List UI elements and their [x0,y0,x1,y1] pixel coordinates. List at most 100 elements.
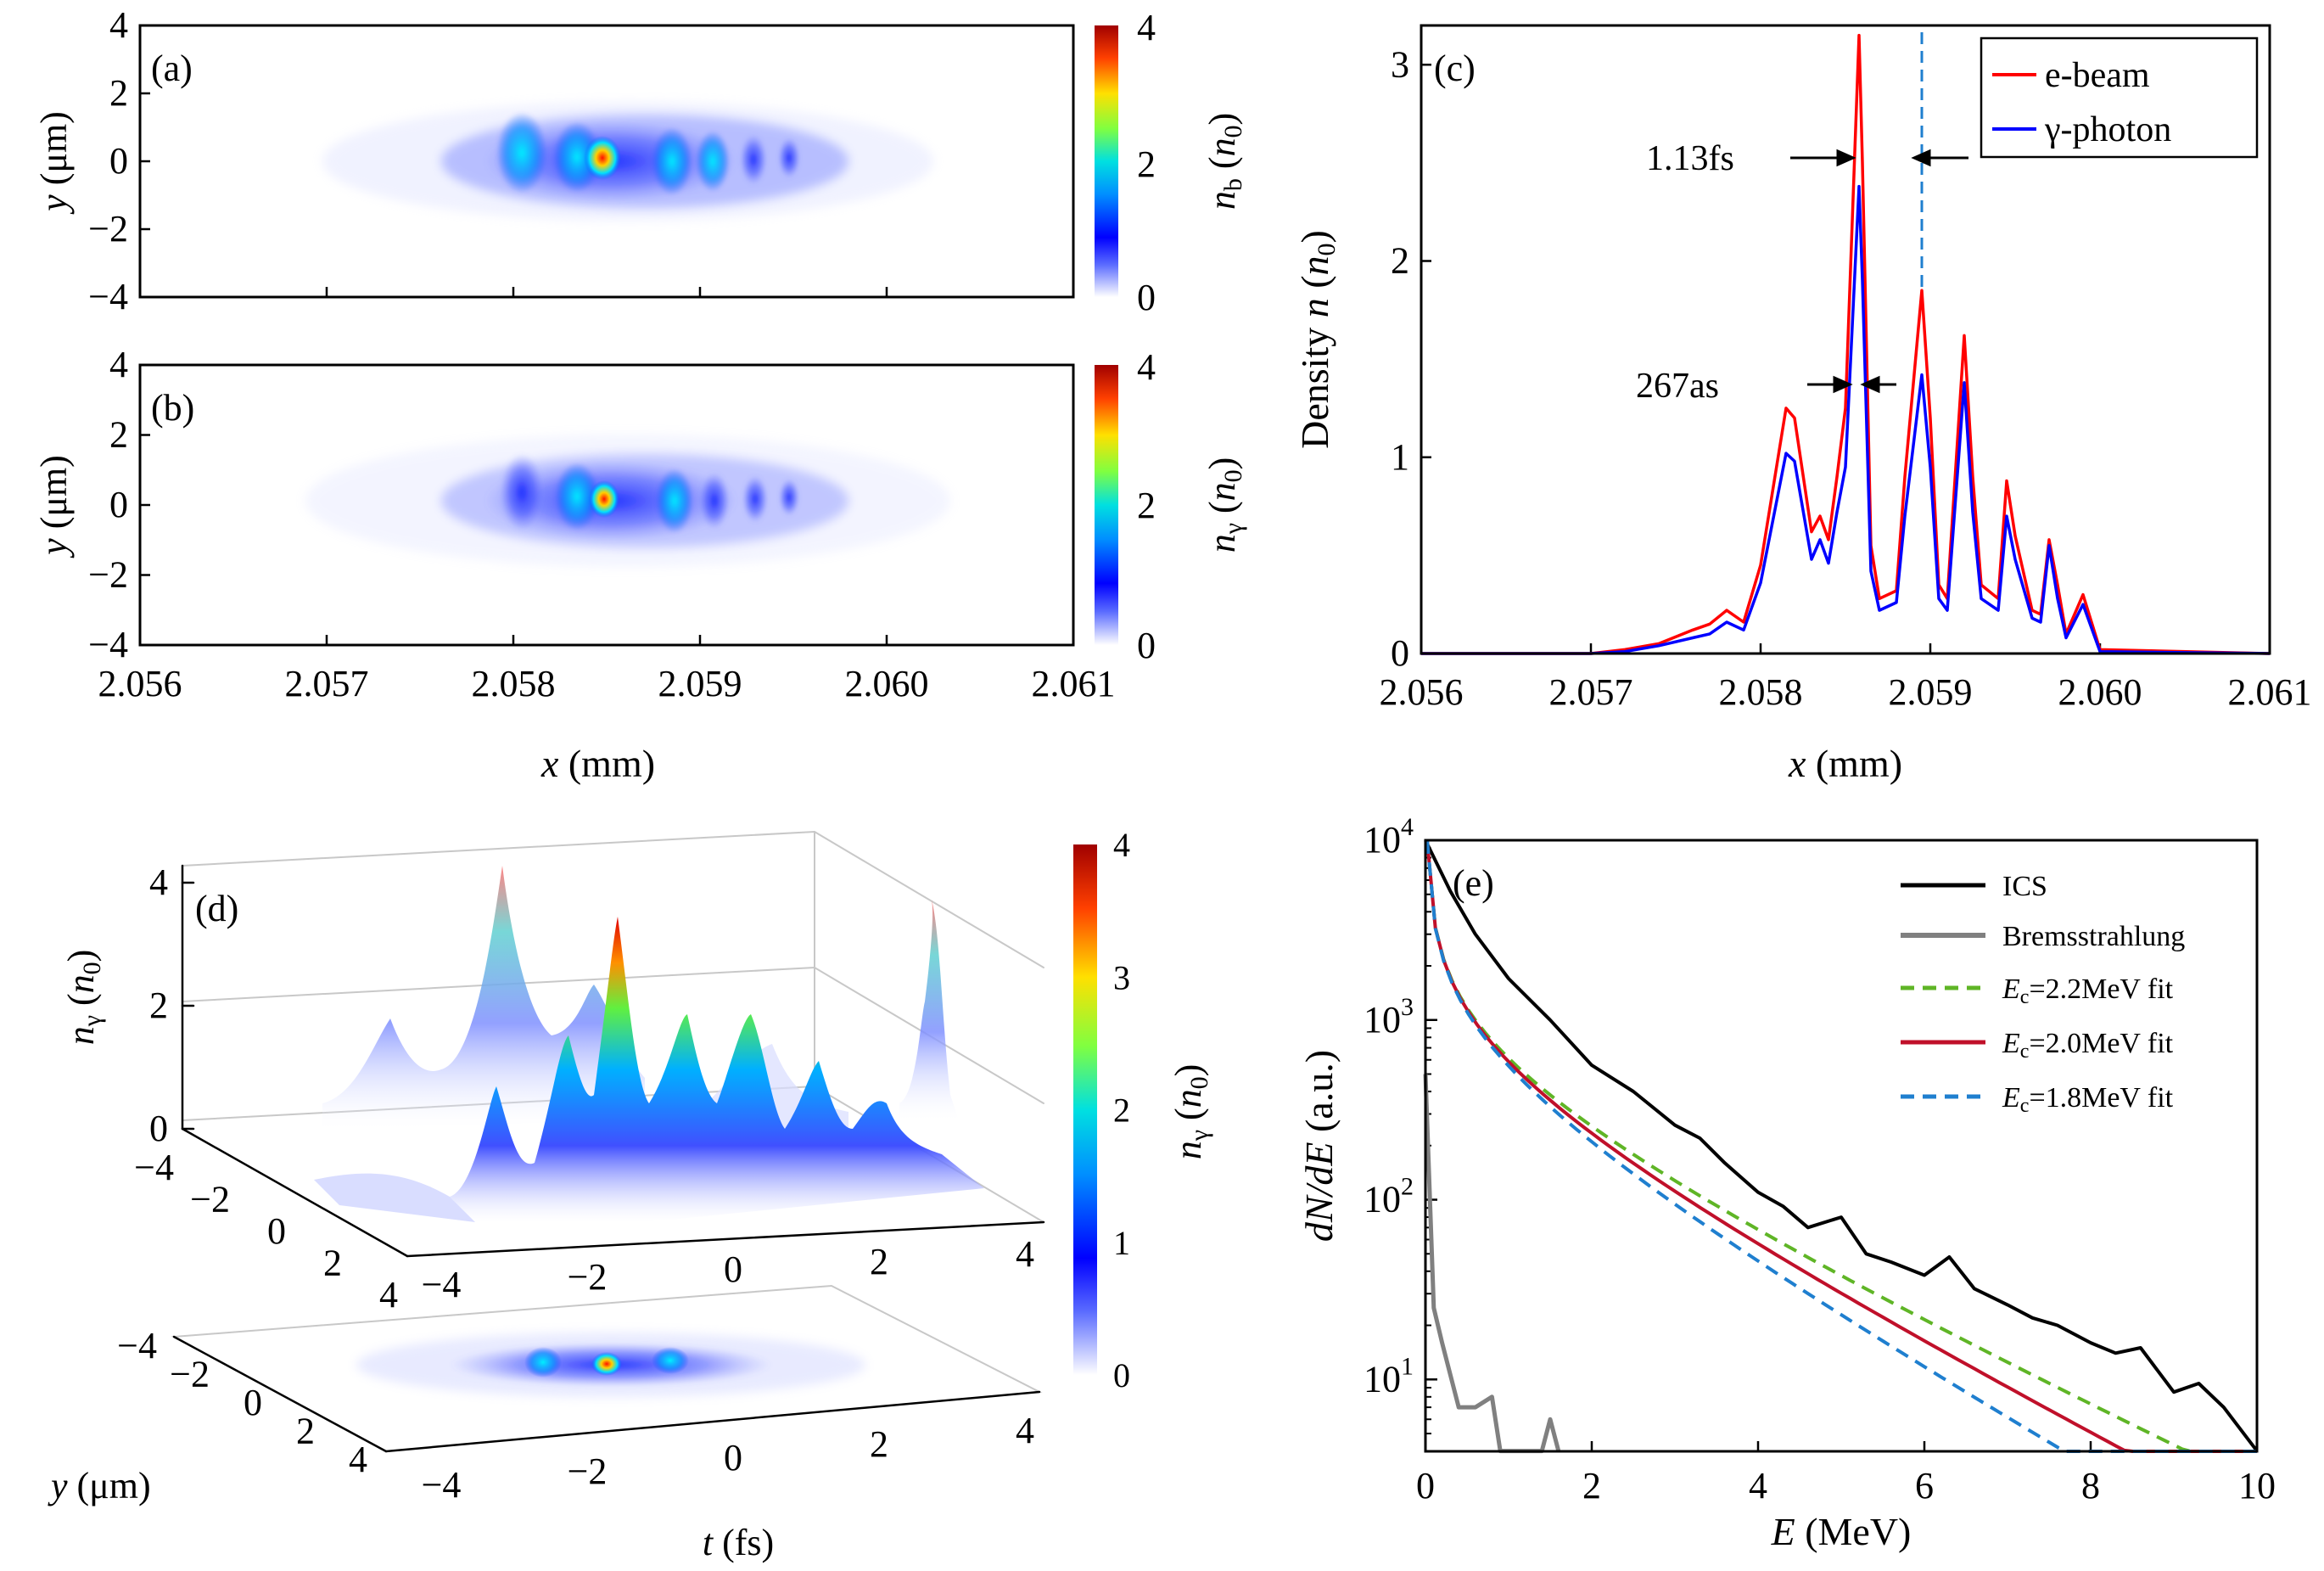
panel-c-frame [1420,24,2271,655]
panel-d-tlabel: t (fs) [703,1522,774,1563]
panel-b-colorbar [1095,365,1118,645]
panel-b-cbar-tick-0: 0 [1137,625,1156,666]
panel-d-zlabel: nγ (n0) [60,950,106,1046]
panel-d-ytick-upper: −4 [134,1147,174,1188]
panel-c-ytick-label: 0 [1391,632,1409,674]
panel-c-xtick-label: 2.059 [1889,671,1973,713]
panel-e-frame [1424,839,2259,1453]
panel-a-ylabel: y (μm) [33,111,75,215]
panel-a-ytick-label: 0 [109,140,128,182]
panel-e-legend: ICS Bremsstrahlung Ec=2.2MeV fit Ec=2.0M… [1901,871,2185,1117]
panel-e-ytick-label: 104 [1364,813,1414,861]
panel-d-cbar-label: nγ (n0) [1168,1064,1213,1160]
panel-d-ttick-upper: −2 [568,1256,608,1298]
panel-c-plot: 2.056 2.057 2.058 2.059 2.060 2.061 0 1 2 3 [1380,32,2312,713]
panel-b-xtick-label: 2.060 [845,663,929,704]
panel-c-legend: e-beam γ-photon [1980,36,2259,159]
panel-d-cbar-tick: 3 [1113,958,1130,996]
panel-a: 4 2 0 −2 −4 (a) y (μm) 4 2 0 nb (n0) [33,4,1247,318]
panel-d-ztick-label: 0 [149,1108,168,1149]
panel-a-axis: 4 2 0 −2 −4 [88,4,1075,317]
legend-fit18: Ec=1.8MeV fit [2002,1082,2174,1117]
legend-ebeam: e-beam [2045,56,2150,95]
panel-d-ytick-lower: 2 [296,1411,315,1452]
panel-d-ttick-lower: 0 [724,1437,742,1478]
panel-d-ytick-upper: −2 [190,1179,230,1220]
panel-d-ttick-upper: 4 [1016,1233,1034,1275]
panel-d-ttick-lower: 2 [870,1423,888,1465]
panel-b-ytick-label: 4 [109,344,128,385]
panel-d-ylabel: y (μm) [48,1465,151,1506]
panel-d-cbar-tick: 2 [1113,1091,1130,1130]
panel-c: 2.056 2.057 2.058 2.059 2.060 2.061 0 1 2 3 (c) D… [1293,24,2312,785]
legend-fit20: Ec=2.0MeV fit [2002,1028,2174,1063]
panel-d-ttick-lower: −4 [422,1464,462,1506]
panel-d-ytick-lower: −4 [117,1325,157,1366]
panel-e-xtick-label: 6 [1915,1465,1934,1506]
panel-d-projection [171,1284,1043,1453]
panel-b-xtick-label: 2.061 [1032,663,1116,704]
panel-d-label: (d) [195,888,238,929]
panel-c-annotation-1: 1.13fs [1646,139,1734,178]
panel-c-series-photon [1421,184,2271,655]
panel-e-series-2 [1425,839,2257,1453]
panel-d-ytick-lower: −2 [170,1354,210,1395]
panel-c-ytick-label: 1 [1391,436,1409,478]
panel-e-ytick-label: 102 [1364,1173,1414,1220]
panel-d-surface-front [314,917,984,1222]
panel-b-xlabel: x (mm) [540,742,655,785]
panel-a-label: (a) [151,48,193,89]
panel-b-ytick-label: 0 [109,484,128,525]
panel-a-cbar-tick-0: 0 [1137,277,1156,318]
panel-a-ytick-label: 4 [109,4,128,46]
panel-e-series-1 [1423,1074,1561,1454]
panel-e-ytick-label: 101 [1364,1352,1414,1400]
panel-c-xtick-label: 2.056 [1380,671,1464,713]
panel-d-ytick-lower: 4 [349,1439,367,1480]
panel-c-ytick-label: 2 [1391,240,1409,282]
panel-d-ttick-upper: −4 [422,1264,462,1305]
panel-a-cbar-label: nb (n0) [1201,113,1247,210]
panel-b-xtick-label: 2.057 [285,663,369,704]
panel-b-heatmap [305,435,950,567]
panel-b-ytick-label: −4 [88,624,128,665]
panel-d-colorbar [1073,844,1097,1375]
panel-b-xtick-label: 2.058 [472,663,556,704]
panel-b-ytick-label: −2 [88,554,128,596]
panel-d-ytick-upper: 4 [379,1274,398,1316]
panel-e-series-0 [1424,839,2259,1452]
panel-d-ztick-label: 2 [149,985,168,1026]
panel-a-ytick-label: −2 [88,208,128,250]
panel-a-cbar-tick-4: 4 [1137,7,1156,48]
panel-c-legend-box [1980,36,2259,159]
panel-b-cbar-tick-4: 4 [1137,346,1156,388]
panel-b-xtick-label: 2.056 [98,663,182,704]
panel-b-cbar-label: nγ (n0) [1201,457,1247,553]
panel-d-axes [181,864,1045,1258]
legend-fit22: Ec=2.2MeV fit [2002,973,2174,1008]
panel-d-cbar-tick: 0 [1113,1356,1130,1394]
panel-c-series-ebeam [1421,33,2271,655]
legend-photon: γ-photon [2044,110,2171,149]
legend-ics: ICS [2002,871,2047,902]
panel-c-ylabel: Density n (n0) [1293,230,1341,449]
panel-a-cbar-tick-2: 2 [1137,143,1156,185]
panel-e: 0 2 4 6 8 10 101 102 103 104 (e) dN/dE (a.u.) E (… [1297,813,2276,1553]
panel-c-label: (c) [1434,48,1476,89]
panel-b-ytick-label: 2 [109,414,128,456]
panel-c-xlabel: x (mm) [1788,742,1902,785]
panel-e-xtick-label: 0 [1416,1465,1435,1506]
panel-e-plot: 0 2 4 6 8 10 101 102 103 104 [1364,813,2276,1506]
panel-b: 4 2 0 −2 −42.056 2.057 2.058 2.059 2.060 2.061 (b… [33,344,1247,785]
legend-brems: Bremsstrahlung [2002,921,2185,952]
panel-d-ttick-upper: 0 [724,1248,742,1290]
panel-e-xtick-label: 2 [1582,1465,1601,1506]
panel-c-arrows-2 [1807,375,1896,394]
panel-c-xtick-label: 2.058 [1719,671,1803,713]
panel-b-ylabel: y (μm) [33,455,75,558]
panel-d-cbar-ticks: 0 1 2 3 4 [1113,826,1130,1394]
panel-d-ttick-lower: 4 [1016,1410,1034,1451]
panel-c-annotation-2: 267as [1636,367,1719,406]
